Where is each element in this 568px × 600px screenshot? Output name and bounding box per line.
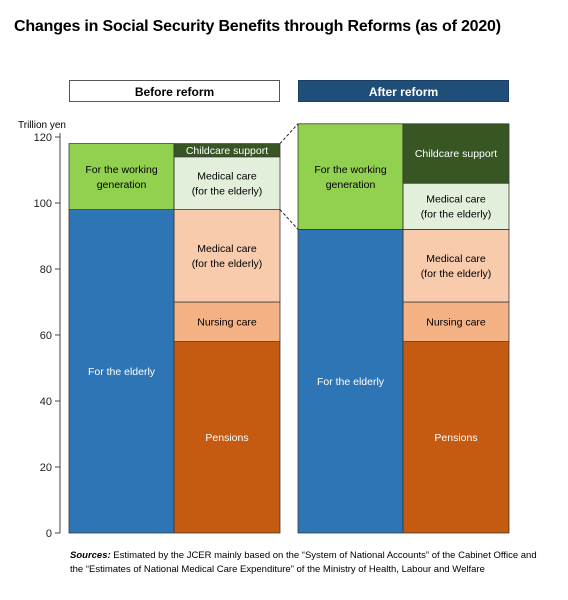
segment-label: Medical care (for the elderly) bbox=[192, 243, 263, 270]
segment-label-line: Medical care bbox=[197, 243, 257, 255]
segment-label-line: For the working bbox=[314, 164, 387, 176]
segment-label: Medical care (for the elderly) bbox=[421, 193, 492, 220]
y-tick-label: 0 bbox=[46, 528, 52, 540]
bar-segment-after bbox=[402, 301, 510, 342]
segment-label-line: For the elderly bbox=[88, 366, 156, 378]
segment-label-line: Pensions bbox=[434, 432, 477, 444]
y-tick-label: 20 bbox=[40, 462, 52, 474]
segment-label-line: (for the elderly) bbox=[192, 185, 263, 197]
segment-label-line: generation bbox=[326, 179, 376, 191]
sources-text: Estimated by the JCER mainly based on th… bbox=[70, 550, 537, 575]
segment-label: Medical care (for the elderly) bbox=[421, 253, 492, 280]
group-header-before-reform: Before reform bbox=[69, 80, 280, 102]
connector-line-top bbox=[279, 123, 299, 144]
y-tick-label: 80 bbox=[40, 264, 52, 276]
segment-label: Childcare support bbox=[415, 148, 497, 160]
bar-segment-before bbox=[68, 143, 175, 211]
segment-label-line: generation bbox=[97, 179, 147, 191]
bar-segment-after bbox=[297, 123, 404, 230]
group-header-after-reform: After reform bbox=[298, 80, 509, 102]
bar-segment-after bbox=[402, 123, 510, 184]
segment-label-line: Medical care bbox=[426, 253, 486, 265]
segment-label-line: (for the elderly) bbox=[421, 208, 492, 220]
sources-note: Sources: Estimated by the JCER mainly ba… bbox=[70, 549, 550, 577]
segment-label-line: Pensions bbox=[205, 432, 248, 444]
segment-label-line: Childcare support bbox=[415, 148, 497, 160]
segment-label: For the elderly bbox=[317, 376, 385, 388]
sources-label: Sources: bbox=[70, 550, 111, 561]
bar-segment-before bbox=[173, 156, 281, 211]
segment-label-line: For the working bbox=[85, 164, 158, 176]
segment-label-line: For the elderly bbox=[317, 376, 385, 388]
bar-segment-before bbox=[173, 209, 281, 303]
segment-label-line: (for the elderly) bbox=[192, 258, 263, 270]
connector-line-middle bbox=[279, 209, 299, 230]
segment-label-line: Medical care bbox=[197, 170, 257, 182]
segment-label: For the working generation bbox=[85, 164, 158, 191]
bar-segment-before bbox=[173, 301, 281, 342]
bar-segment-after bbox=[402, 228, 510, 303]
bar-segment-before bbox=[173, 341, 281, 534]
bar-segment-after bbox=[402, 182, 510, 230]
segment-label: Nursing care bbox=[426, 316, 486, 328]
segment-label: For the elderly bbox=[88, 366, 156, 378]
segment-label: Nursing care bbox=[197, 316, 257, 328]
segment-label: Pensions bbox=[205, 432, 248, 444]
segment-label: Childcare support bbox=[186, 145, 268, 157]
y-tick-label: 40 bbox=[40, 396, 52, 408]
y-axis-label: Trillion yen bbox=[18, 120, 66, 131]
segment-label-line: Medical care bbox=[426, 193, 486, 205]
chart-title: Changes in Social Security Benefits thro… bbox=[14, 18, 501, 35]
bar-segment-after bbox=[402, 341, 510, 534]
segment-label: Medical care (for the elderly) bbox=[192, 170, 263, 197]
segment-label-line: Nursing care bbox=[197, 316, 257, 328]
y-tick-label: 100 bbox=[34, 198, 52, 210]
bar-segment-after bbox=[297, 228, 404, 534]
segment-label-line: Nursing care bbox=[426, 316, 486, 328]
segment-label: Pensions bbox=[434, 432, 477, 444]
segment-label: For the working generation bbox=[314, 164, 387, 191]
y-tick-label: 60 bbox=[40, 330, 52, 342]
segment-label-line: Childcare support bbox=[186, 145, 268, 157]
segment-label-line: (for the elderly) bbox=[421, 268, 492, 280]
stacked-bar-chart: 0 20 40 60 80 100 120 For the elderly For the wo… bbox=[34, 123, 510, 540]
y-tick-label: 120 bbox=[34, 132, 52, 144]
